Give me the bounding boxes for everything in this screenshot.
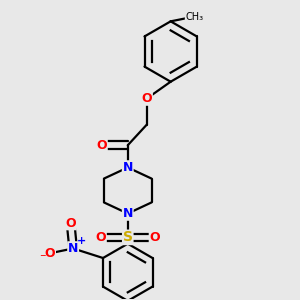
Text: O: O — [96, 139, 107, 152]
Text: O: O — [142, 92, 152, 105]
Text: O: O — [95, 231, 106, 244]
Text: O: O — [65, 217, 76, 230]
Text: O: O — [149, 231, 160, 244]
Text: ⁻: ⁻ — [39, 253, 45, 266]
Text: CH₃: CH₃ — [185, 12, 203, 22]
Text: N: N — [123, 207, 133, 220]
Text: +: + — [76, 236, 86, 247]
Text: S: S — [123, 230, 133, 244]
Text: O: O — [45, 247, 55, 260]
Text: N: N — [123, 161, 133, 174]
Text: N: N — [68, 242, 78, 255]
